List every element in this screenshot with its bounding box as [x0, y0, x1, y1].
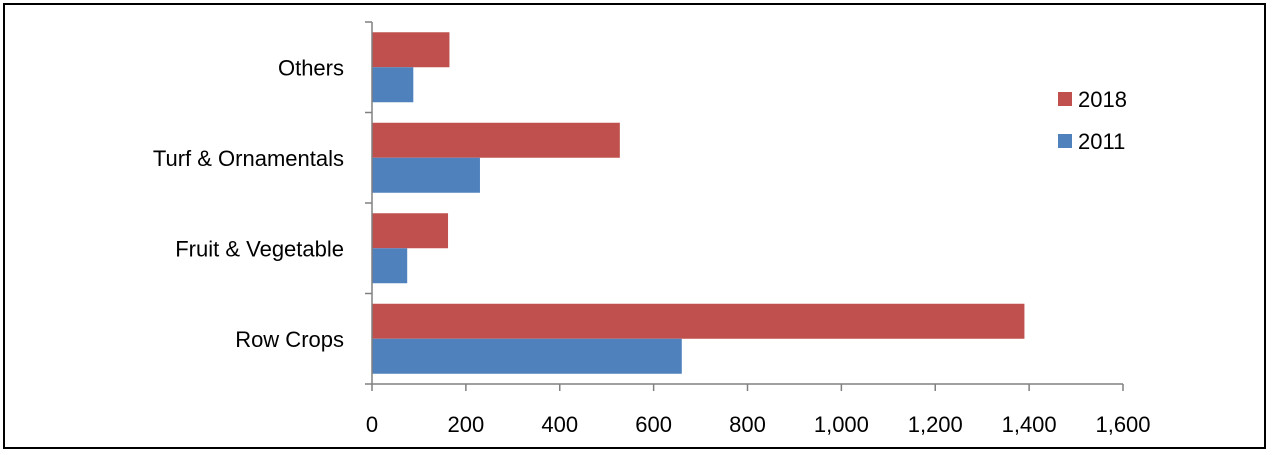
x-tick-label: 1,000	[814, 412, 869, 437]
x-tick-label: 600	[635, 412, 672, 437]
legend-swatch-2018	[1058, 92, 1072, 106]
x-tick-label: 1,600	[1095, 412, 1150, 437]
bar-2018-others	[372, 32, 450, 68]
chart-frame	[3, 3, 1266, 449]
legend-swatch-2011	[1058, 134, 1072, 148]
bar-2011-turf-ornamentals	[372, 157, 480, 193]
labels-layer: Row Crops Fruit & Vegetable Turf & Ornamen…	[153, 55, 1151, 437]
bar-2011-fruit-vegetable	[372, 248, 408, 284]
category-label: Turf & Ornamentals	[153, 146, 344, 171]
legend-label-2011: 2011	[1078, 129, 1125, 154]
category-label: Row Crops	[235, 327, 344, 352]
x-tick-label: 0	[366, 412, 378, 437]
bar-2011-others	[372, 67, 414, 103]
bar-2018-row-crops	[372, 303, 1025, 339]
bars-layer	[372, 32, 1025, 374]
x-tick-label: 1,400	[1002, 412, 1057, 437]
bar-2011-row-crops	[372, 338, 682, 374]
legend: 2018 2011	[1058, 87, 1127, 154]
x-tick-label: 200	[448, 412, 485, 437]
category-label: Others	[278, 55, 344, 80]
bar-2018-fruit-vegetable	[372, 213, 449, 249]
category-label: Fruit & Vegetable	[175, 236, 344, 261]
x-tick-label: 1,200	[908, 412, 963, 437]
bar-2018-turf-ornamentals	[372, 122, 620, 158]
x-tick-label: 800	[729, 412, 766, 437]
legend-label-2018: 2018	[1078, 87, 1127, 112]
x-tick-label: 400	[541, 412, 578, 437]
axes-layer	[365, 21, 1124, 391]
